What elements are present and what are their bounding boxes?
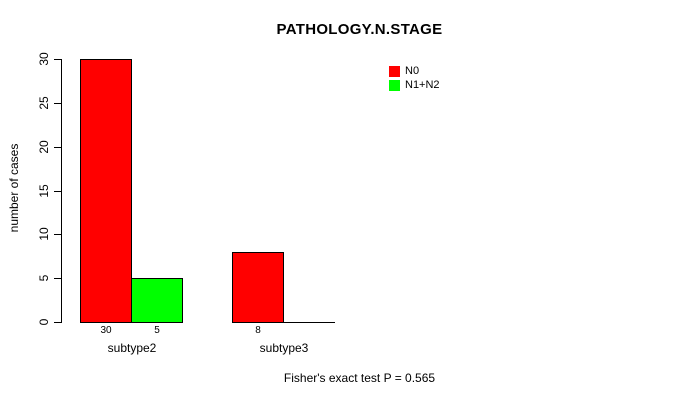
y-axis-tick [54,234,61,235]
legend-color-swatch [389,80,400,91]
y-axis-tick-label: 15 [37,184,51,198]
bar [232,252,284,323]
legend: N0 N1+N2 [389,66,440,94]
y-axis-tick-label: 25 [37,96,51,110]
legend-item: N0 [389,66,440,77]
bar [80,59,132,323]
y-axis-tick-label: 30 [37,52,51,66]
y-axis-tick-label: 10 [37,227,51,241]
legend-item-label: N0 [405,65,420,77]
legend-item: N1+N2 [389,80,440,91]
y-axis-tick-label: 5 [37,274,51,282]
y-axis-tick [54,59,61,60]
y-axis-tick-label: 20 [37,140,51,154]
bar [131,278,183,323]
y-axis-tick [54,147,61,148]
y-axis-tick [54,322,61,323]
chart-title: PATHOLOGY.N.STAGE [276,21,443,38]
stat-annotation: Fisher's exact test P = 0.565 [283,371,436,385]
y-axis-tick [54,278,61,279]
bar-value-label: 5 [154,325,160,336]
y-axis-tick [54,103,61,104]
bar-zero-height [283,322,335,323]
bar-value-label: 30 [100,325,112,336]
y-axis-tick-label: 0 [37,318,51,326]
legend-item-label: N1+N2 [405,79,440,91]
y-axis-line [61,59,62,323]
bar-value-label: 8 [255,325,261,336]
category-label: subtype3 [259,341,309,355]
category-label: subtype2 [107,341,157,355]
y-axis-tick [54,191,61,192]
legend-color-swatch [389,66,400,77]
y-axis-label: number of cases [7,143,21,233]
